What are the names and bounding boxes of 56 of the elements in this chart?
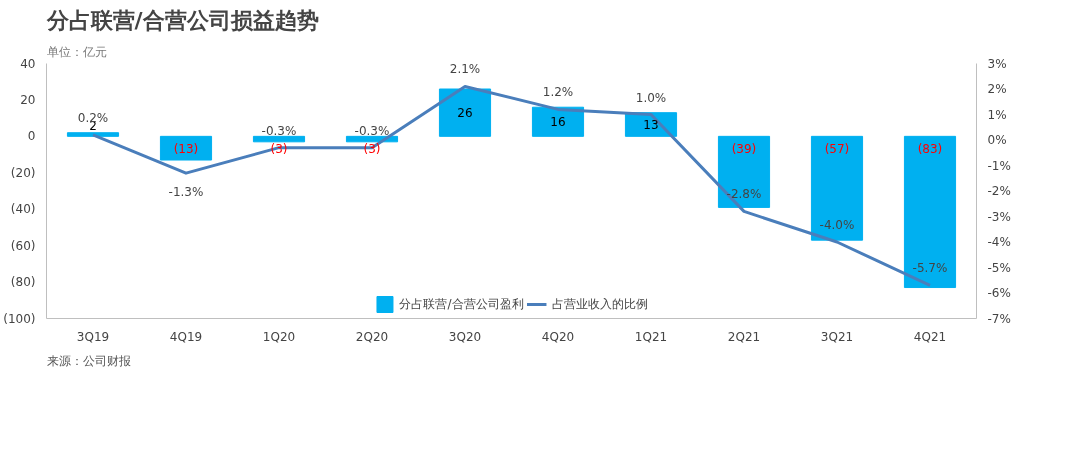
chart-title: 分占联营/合营公司损益趋势 bbox=[45, 7, 319, 33]
y-tick-label: (100) bbox=[3, 311, 36, 326]
bar bbox=[252, 135, 306, 143]
bar bbox=[438, 88, 492, 137]
data-label: -5.7% bbox=[912, 261, 948, 276]
legend-label: 占营业收入的比例 bbox=[551, 295, 648, 313]
y2-tick-label: -2% bbox=[987, 184, 1011, 198]
data-label: 13 bbox=[643, 118, 659, 133]
x-tick-label: 2Q21 bbox=[727, 329, 761, 344]
legend-label: 分占联营/合营公司盈利 bbox=[399, 295, 524, 313]
data-label: (13) bbox=[173, 142, 199, 157]
data-label: (39) bbox=[731, 142, 757, 157]
data-label: (83) bbox=[917, 142, 943, 157]
data-label: -0.3% bbox=[261, 123, 297, 138]
data-label: -2.8% bbox=[726, 187, 762, 202]
y2-tick-label: 1% bbox=[987, 107, 1007, 122]
data-label: -0.3% bbox=[354, 123, 390, 138]
bar bbox=[159, 135, 213, 161]
data-label: 2.1% bbox=[449, 62, 481, 77]
x-tick-label: 4Q20 bbox=[541, 329, 575, 344]
data-label: -1.3% bbox=[168, 185, 204, 200]
data-label: 1.2% bbox=[542, 85, 574, 100]
y-tick-label: 20 bbox=[20, 92, 36, 107]
y2-tick-label: 0% bbox=[987, 133, 1007, 147]
bar bbox=[66, 132, 120, 137]
y2-tick-label: -5% bbox=[987, 260, 1011, 275]
x-tick-label: 4Q21 bbox=[913, 329, 947, 344]
chart-subtitle: 单位：亿元 bbox=[46, 44, 107, 59]
x-tick-label: 3Q20 bbox=[448, 329, 482, 344]
y-tick-label: (20) bbox=[10, 165, 36, 180]
data-label: 16 bbox=[550, 115, 566, 130]
bar bbox=[903, 135, 957, 289]
x-tick-label: 3Q21 bbox=[820, 329, 854, 344]
x-tick-label: 1Q20 bbox=[262, 329, 296, 344]
x-tick-label: 1Q21 bbox=[634, 329, 668, 344]
y-tick-label: (80) bbox=[10, 275, 36, 290]
y2-tick-label: 2% bbox=[987, 82, 1007, 96]
bar bbox=[810, 135, 864, 241]
data-label: -4.0% bbox=[819, 218, 855, 232]
y-tick-label: (60) bbox=[10, 238, 36, 253]
y-tick-label: 0 bbox=[27, 129, 36, 144]
data-label: 1.0% bbox=[635, 90, 667, 105]
y2-tick-label: -4% bbox=[987, 235, 1011, 249]
y-tick-label: 40 bbox=[20, 56, 36, 71]
data-label: (57) bbox=[824, 142, 850, 157]
y2-tick-label: -7% bbox=[987, 311, 1011, 326]
y2-tick-label: -3% bbox=[987, 209, 1011, 224]
y-tick-label: (40) bbox=[10, 202, 36, 217]
x-tick-label: 4Q19 bbox=[169, 329, 203, 344]
data-label: 26 bbox=[457, 106, 473, 121]
y2-tick-label: -1% bbox=[987, 158, 1011, 173]
source-note: 来源：公司财报 bbox=[46, 353, 131, 368]
x-tick-label: 2Q20 bbox=[355, 329, 389, 344]
x-tick-label: 3Q19 bbox=[76, 329, 110, 344]
y2-tick-label: 3% bbox=[987, 56, 1007, 71]
y2-tick-label: -6% bbox=[987, 286, 1011, 300]
